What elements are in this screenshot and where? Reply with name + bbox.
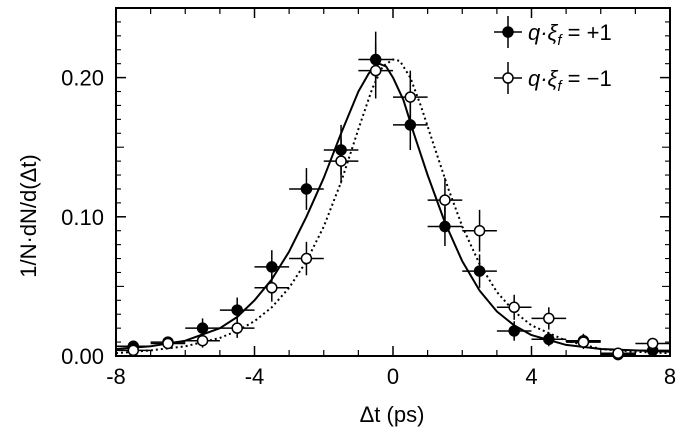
marker: [439, 220, 451, 233]
open-point: [219, 318, 255, 338]
x-tick-label: 8: [664, 364, 676, 389]
marker: [612, 347, 624, 359]
x-tick-label: -4: [245, 364, 265, 389]
open-point: [323, 138, 359, 184]
x-tick-label: 0: [387, 364, 399, 389]
open-point: [393, 70, 428, 124]
filled-point: [462, 254, 497, 288]
legend: q·ξf = +1q·ξf = −1: [494, 16, 612, 95]
x-tick-label: -8: [106, 364, 126, 389]
legend-marker: [502, 26, 514, 38]
open-point: [635, 337, 670, 350]
marker: [196, 322, 209, 334]
marker: [369, 64, 382, 77]
legend-marker: [502, 72, 514, 84]
legend-label-subscript: f: [557, 78, 563, 95]
ticks: -8 -4 0 4 8 0.00 0.10 0.20: [61, 8, 676, 389]
open-point: [427, 177, 463, 223]
x-axis-title: Δt (ps): [360, 402, 425, 427]
legend-label: q·ξf = −1: [528, 66, 612, 95]
open-point: [150, 337, 186, 350]
marker: [231, 322, 243, 334]
filled-point: [531, 332, 567, 347]
open-point: [254, 273, 290, 302]
marker: [300, 183, 313, 195]
x-tick-label: 4: [525, 364, 537, 389]
marker: [439, 194, 451, 206]
marker: [335, 155, 347, 167]
open-point: [496, 294, 532, 320]
marker: [543, 312, 555, 325]
y-axis-title: 1/N·dN/d(Δt): [16, 154, 41, 278]
legend-label-subscript: f: [557, 32, 563, 49]
marker: [646, 337, 659, 350]
fit-curves: [115, 58, 671, 355]
open-point: [185, 333, 220, 348]
legend-label-value: = +1: [562, 20, 612, 45]
legend-label: q·ξf = +1: [528, 20, 612, 49]
y-tick-label: 0.20: [61, 66, 104, 91]
fit-curve-dotted: [115, 58, 671, 355]
open-point: [566, 335, 601, 350]
filled-point: [496, 321, 532, 341]
y-tick-label: 0.10: [61, 205, 104, 230]
marker: [266, 282, 278, 294]
filled-point: [289, 168, 324, 210]
open-point: [600, 347, 636, 359]
marker: [196, 334, 209, 347]
open-point: [116, 344, 151, 357]
marker: [404, 91, 417, 103]
fit-curve-solid: [115, 62, 671, 353]
data-points: [116, 31, 670, 361]
marker: [231, 304, 243, 316]
legend-entry: q·ξf = +1: [494, 16, 612, 49]
open-point: [289, 241, 324, 276]
marker: [473, 224, 486, 237]
legend-label-main: q·ξ: [528, 66, 559, 91]
marker: [508, 325, 520, 337]
legend-label-value: = −1: [562, 66, 612, 91]
y-tick-label: 0.00: [61, 344, 104, 369]
marker: [127, 344, 140, 357]
marker: [162, 337, 174, 350]
marker: [543, 333, 555, 346]
marker: [577, 336, 590, 348]
marker: [300, 252, 313, 265]
marker: [473, 265, 486, 277]
legend-entry: q·ξf = −1: [494, 62, 612, 95]
filled-point: [254, 250, 290, 284]
open-point: [358, 42, 393, 99]
open-point: [531, 307, 567, 330]
legend-label-main: q·ξ: [528, 20, 559, 45]
marker: [266, 261, 278, 273]
open-point: [462, 209, 497, 252]
marker: [508, 301, 520, 314]
